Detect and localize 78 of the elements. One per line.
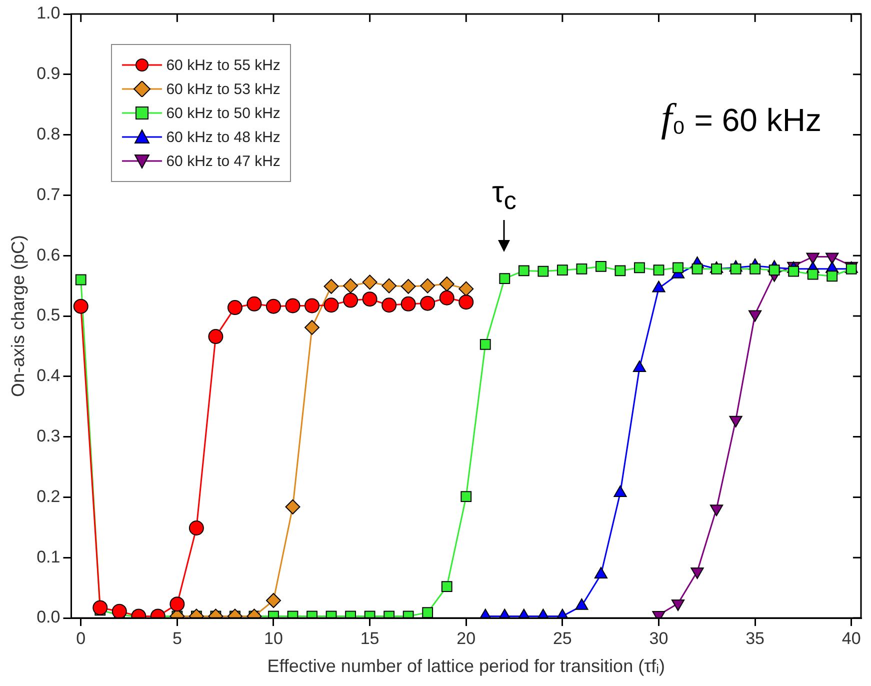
point [826,270,838,282]
x-tick-label: 0 [76,628,86,648]
annotation: τ$_{c}$ [492,176,516,216]
legend-label: 60 kHz to 47 kHz [166,152,280,170]
x-tick-label: 10 [264,628,283,648]
point [614,265,626,276]
point [382,298,397,313]
legend-label: 60 kHz to 55 kHz [166,56,280,74]
x-tick-label: 20 [456,628,476,648]
point [227,300,242,316]
point [634,262,645,274]
point [400,278,416,294]
annotation: f₀ = 60 kHz [661,94,822,141]
point [594,567,608,579]
point [632,360,646,372]
point [343,292,358,308]
legend-label: 60 kHz to 48 kHz [166,128,280,146]
point [672,262,684,274]
y-tick-label: 1.0 [36,4,60,23]
point [362,274,378,290]
point [807,268,818,280]
point [400,296,416,312]
point [304,320,320,335]
point [439,290,454,306]
point [653,264,664,276]
point [692,263,703,274]
x-tick-label: 25 [552,628,572,648]
x-tick-label: 15 [360,628,380,648]
point [343,278,358,294]
point [575,598,588,610]
point [246,296,262,312]
point [596,261,606,272]
point [285,298,300,314]
point [750,263,761,274]
x-tick-label: 30 [649,628,668,648]
x-axis-title: Effective number of lattice period for transition (τfᵢ) [267,656,666,676]
point [324,298,339,313]
y-tick-label: 0.7 [36,184,60,204]
y-axis-title: On-axis charge (pC) [8,234,28,398]
point [480,338,491,350]
point [420,278,436,294]
y-tick-label: 0.9 [36,64,60,84]
point [439,276,454,292]
point [324,278,339,294]
legend-label: 60 kHz to 50 kHz [166,104,280,122]
point [788,266,800,277]
point [382,278,397,294]
y-tick-label: 0.1 [36,547,60,566]
point [768,264,780,276]
point [576,263,588,274]
point [518,265,530,276]
y-tick-label: 0.4 [36,366,60,386]
y-tick-label: 0.2 [36,486,60,506]
point [73,298,88,314]
point [304,298,320,314]
point [730,263,742,274]
point [208,329,224,344]
point [556,264,568,276]
point [458,294,474,310]
point [458,281,474,296]
point [538,266,549,277]
x-tick-label: 5 [172,628,182,648]
point [285,499,300,514]
point [420,296,436,311]
x-tick-label: 40 [842,628,861,648]
point [614,485,627,497]
point [362,292,378,307]
x-tick-label: 35 [746,628,765,648]
y-tick-label: 0.5 [36,306,60,325]
point [266,298,281,314]
y-tick-label: 0.3 [36,426,60,446]
point [711,263,722,274]
y-tick-label: 0.6 [36,245,60,264]
y-tick-label: 0.8 [36,124,60,144]
point [75,274,86,286]
y-tick-label: 0.0 [36,608,60,627]
point [499,273,510,284]
legend-label: 60 kHz to 53 kHz [166,80,280,98]
